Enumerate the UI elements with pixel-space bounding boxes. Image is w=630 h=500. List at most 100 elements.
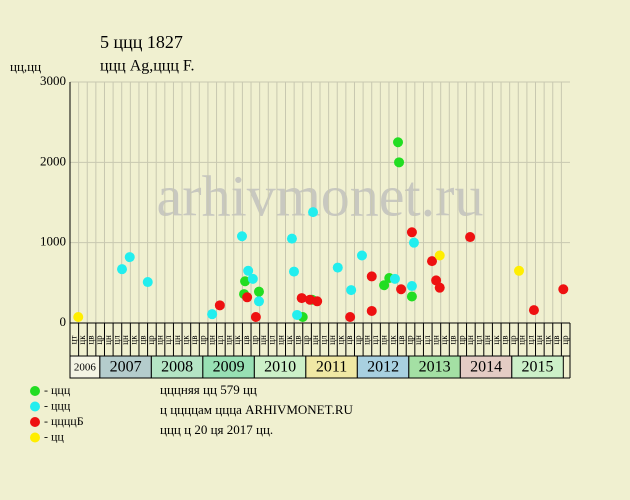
point bbox=[408, 237, 419, 248]
cell-label: цн bbox=[517, 335, 527, 345]
cell-label: цк bbox=[284, 335, 294, 345]
cell-label: цр bbox=[198, 335, 208, 345]
cell-label: цр bbox=[405, 335, 415, 345]
year-label: 2011 bbox=[316, 359, 347, 376]
legend-marker bbox=[30, 401, 40, 412]
cell-label: цл bbox=[525, 335, 535, 345]
cell-label: цн bbox=[482, 335, 492, 345]
point bbox=[288, 266, 299, 277]
point bbox=[243, 265, 254, 276]
cell-label: цн bbox=[172, 335, 182, 345]
point bbox=[242, 292, 253, 303]
cell-label: цк bbox=[387, 335, 397, 345]
year-label: 2006 bbox=[74, 362, 97, 374]
point bbox=[356, 250, 367, 261]
cell-label: цк bbox=[77, 335, 87, 345]
point bbox=[406, 281, 417, 292]
point bbox=[406, 291, 417, 302]
cell-label: цр bbox=[508, 335, 518, 345]
legend-dash: - bbox=[44, 414, 51, 428]
year-label: 2007 bbox=[110, 359, 142, 376]
cell-label: цр bbox=[560, 335, 570, 345]
cell-label: цл bbox=[215, 335, 225, 345]
legend-label: - ццц bbox=[44, 398, 71, 412]
cell-label: цр bbox=[301, 335, 311, 345]
year-label: 2008 bbox=[161, 359, 193, 376]
cell-label: цн bbox=[258, 335, 268, 345]
cell-label: цт bbox=[68, 336, 78, 345]
cell-label: цв bbox=[86, 335, 96, 344]
cell-label: цв bbox=[448, 335, 458, 344]
year-label: 2010 bbox=[264, 359, 296, 376]
legend-label: - ццццБ bbox=[44, 414, 84, 428]
cell-label: цн bbox=[206, 335, 216, 345]
year-label: 2015 bbox=[522, 359, 554, 376]
cell-label: цл bbox=[370, 335, 380, 345]
cell-label: цв bbox=[293, 335, 303, 344]
cell-label: цв bbox=[396, 335, 406, 344]
legend-name: ццццБ bbox=[51, 414, 84, 428]
cell-label: цн bbox=[103, 335, 113, 345]
point bbox=[345, 311, 356, 322]
cell-label: цр bbox=[94, 335, 104, 345]
chart-subtitle: ццц Ag,ццц F. bbox=[100, 58, 195, 75]
legend-name: ццц bbox=[51, 383, 71, 397]
cell-label: цв bbox=[137, 335, 147, 344]
point bbox=[465, 232, 476, 243]
point bbox=[73, 311, 84, 322]
cell-label: цл bbox=[318, 335, 328, 345]
point bbox=[286, 233, 297, 244]
note: цццняя цц 579 цц bbox=[160, 382, 257, 397]
cell-label: цл bbox=[422, 335, 432, 345]
cell-label: цн bbox=[275, 335, 285, 345]
y-tick-label: 3000 bbox=[40, 73, 66, 88]
point bbox=[308, 207, 319, 218]
cell-label: цв bbox=[241, 335, 251, 344]
legend-name: цц bbox=[51, 429, 64, 443]
cell-label: цн bbox=[224, 335, 234, 345]
legend-marker bbox=[30, 432, 40, 443]
point bbox=[250, 311, 261, 322]
cell-label: цк bbox=[336, 335, 346, 345]
point bbox=[214, 300, 225, 311]
note: ц ццццам ццца ARHIVMONET.RU bbox=[160, 402, 354, 417]
y-tick-label: 2000 bbox=[40, 153, 66, 168]
point bbox=[312, 296, 323, 307]
year-label: 2012 bbox=[367, 359, 399, 376]
point bbox=[292, 309, 303, 320]
point bbox=[236, 231, 247, 242]
point bbox=[394, 157, 405, 168]
legend-marker bbox=[30, 417, 40, 427]
point bbox=[426, 256, 437, 267]
point bbox=[253, 296, 264, 307]
point bbox=[296, 293, 307, 304]
cell-label: цн bbox=[465, 335, 475, 345]
cell-label: цр bbox=[249, 335, 259, 345]
cell-label: цн bbox=[430, 335, 440, 345]
cell-label: цн bbox=[379, 335, 389, 345]
y-axis-label: цц,цц bbox=[10, 59, 41, 74]
point bbox=[207, 309, 218, 320]
point bbox=[332, 262, 343, 273]
cell-label: цк bbox=[543, 335, 553, 345]
cell-label: цн bbox=[155, 335, 165, 345]
cell-label: цр bbox=[456, 335, 466, 345]
cell-label: цв bbox=[344, 335, 354, 344]
cell-label: цк bbox=[439, 335, 449, 345]
cell-label: цл bbox=[163, 335, 173, 345]
point bbox=[366, 271, 377, 282]
legend-dash: - bbox=[44, 383, 51, 397]
cell-label: цв bbox=[189, 335, 199, 344]
year-label: 2013 bbox=[419, 359, 451, 376]
point bbox=[346, 285, 357, 296]
year-band bbox=[511, 355, 564, 379]
cell-label: цл bbox=[267, 335, 277, 345]
point bbox=[379, 280, 390, 291]
point bbox=[142, 277, 153, 288]
chart-title: 5 ццц 1827 bbox=[100, 32, 183, 52]
point bbox=[558, 284, 569, 295]
point bbox=[117, 264, 128, 275]
cell-label: цр bbox=[146, 335, 156, 345]
cell-label: цв bbox=[499, 335, 509, 344]
